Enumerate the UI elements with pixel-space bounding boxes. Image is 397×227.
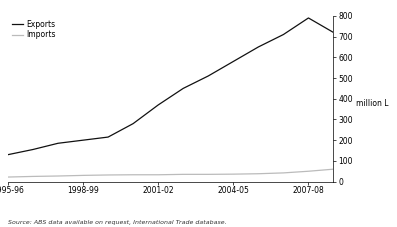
Imports: [131, 173, 135, 176]
Line: Exports: Exports: [8, 18, 333, 155]
Exports: [156, 104, 160, 106]
Imports: [56, 175, 60, 177]
Imports: [156, 173, 160, 176]
Exports: [181, 87, 186, 90]
Imports: [306, 170, 311, 173]
Legend: Exports, Imports: Exports, Imports: [12, 20, 56, 39]
Exports: [231, 60, 236, 63]
Text: Source: ABS data available on request, International Trade database.: Source: ABS data available on request, I…: [8, 220, 227, 225]
Y-axis label: million L: million L: [356, 99, 388, 108]
Exports: [81, 139, 85, 142]
Exports: [106, 136, 110, 138]
Exports: [131, 122, 135, 125]
Imports: [331, 168, 336, 170]
Imports: [231, 173, 236, 175]
Imports: [6, 176, 10, 178]
Exports: [206, 75, 211, 77]
Exports: [281, 33, 286, 36]
Imports: [31, 175, 35, 178]
Imports: [181, 173, 186, 176]
Imports: [206, 173, 211, 176]
Imports: [281, 172, 286, 174]
Exports: [56, 142, 60, 145]
Exports: [31, 148, 35, 151]
Imports: [81, 174, 85, 177]
Line: Imports: Imports: [8, 169, 333, 177]
Imports: [256, 172, 261, 175]
Exports: [306, 17, 311, 19]
Imports: [106, 174, 110, 176]
Exports: [331, 31, 336, 34]
Exports: [6, 153, 10, 156]
Exports: [256, 46, 261, 48]
